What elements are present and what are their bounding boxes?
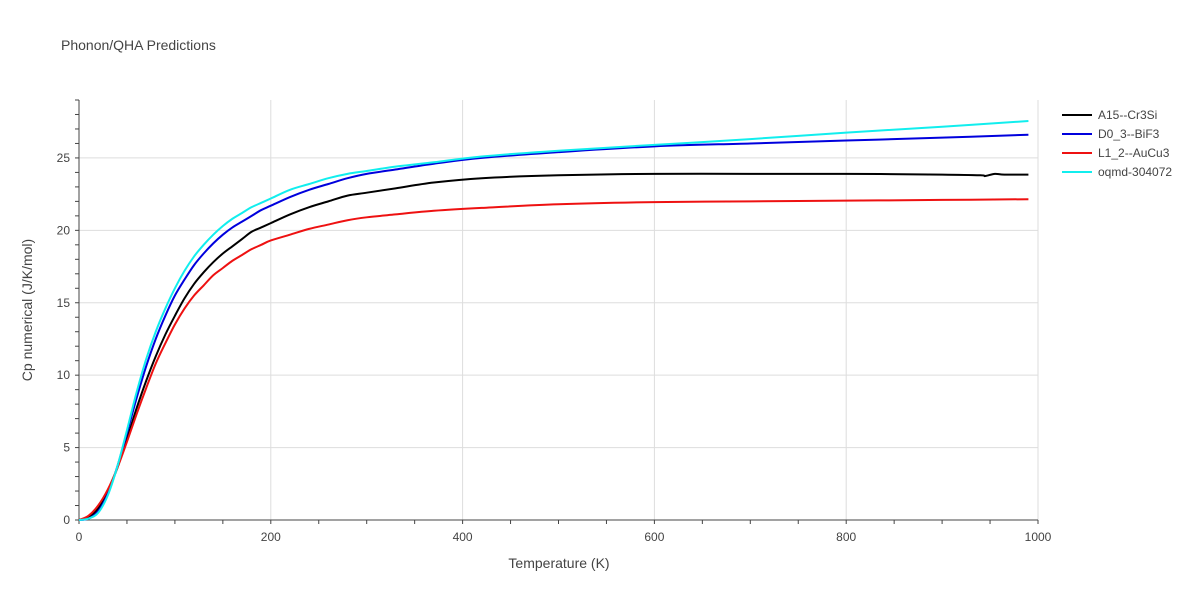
x-tick-label: 0	[76, 530, 83, 544]
series-layer	[78, 120, 1029, 521]
y-tick-label: 15	[57, 296, 71, 310]
y-axis-title: Cp numerical (J/K/mol)	[19, 239, 35, 381]
series-line-oqmd-304072	[78, 120, 1029, 521]
chart-title: Phonon/QHA Predictions	[61, 37, 216, 53]
y-tick-label: 5	[63, 441, 70, 455]
y-tick-label: 0	[63, 513, 70, 527]
series-line-l1-2-aucu3	[78, 198, 1029, 521]
legend-label: oqmd-304072	[1098, 165, 1172, 179]
x-tick-label: 200	[261, 530, 281, 544]
tick-labels: 0 200 400 600 800 1000 0 5 10 15 20 25	[57, 151, 1052, 544]
x-axis-title: Temperature (K)	[508, 555, 609, 571]
legend-item-l1-2-aucu3[interactable]: L1_2--AuCu3	[1062, 146, 1170, 160]
series-line-a15-cr3si	[78, 172, 1029, 521]
x-tick-label: 600	[644, 530, 664, 544]
x-tick-label: 1000	[1025, 530, 1052, 544]
x-tick-label: 800	[836, 530, 856, 544]
legend-label: A15--Cr3Si	[1098, 108, 1157, 122]
x-tick-label: 400	[453, 530, 473, 544]
grid	[79, 100, 1039, 520]
legend-label: L1_2--AuCu3	[1098, 146, 1170, 160]
legend-item-oqmd-304072[interactable]: oqmd-304072	[1062, 165, 1172, 179]
series-line-d0-3-bif3	[78, 133, 1029, 521]
legend[interactable]: A15--Cr3Si D0_3--BiF3 L1_2--AuCu3 oqmd-3040…	[1062, 108, 1172, 179]
y-tick-label: 10	[57, 368, 71, 382]
legend-label: D0_3--BiF3	[1098, 127, 1160, 141]
legend-item-a15-cr3si[interactable]: A15--Cr3Si	[1062, 108, 1157, 122]
y-tick-label: 25	[57, 151, 71, 165]
y-tick-label: 20	[57, 223, 71, 237]
legend-item-d0-3-bif3[interactable]: D0_3--BiF3	[1062, 127, 1160, 141]
axes	[75, 99, 1039, 524]
